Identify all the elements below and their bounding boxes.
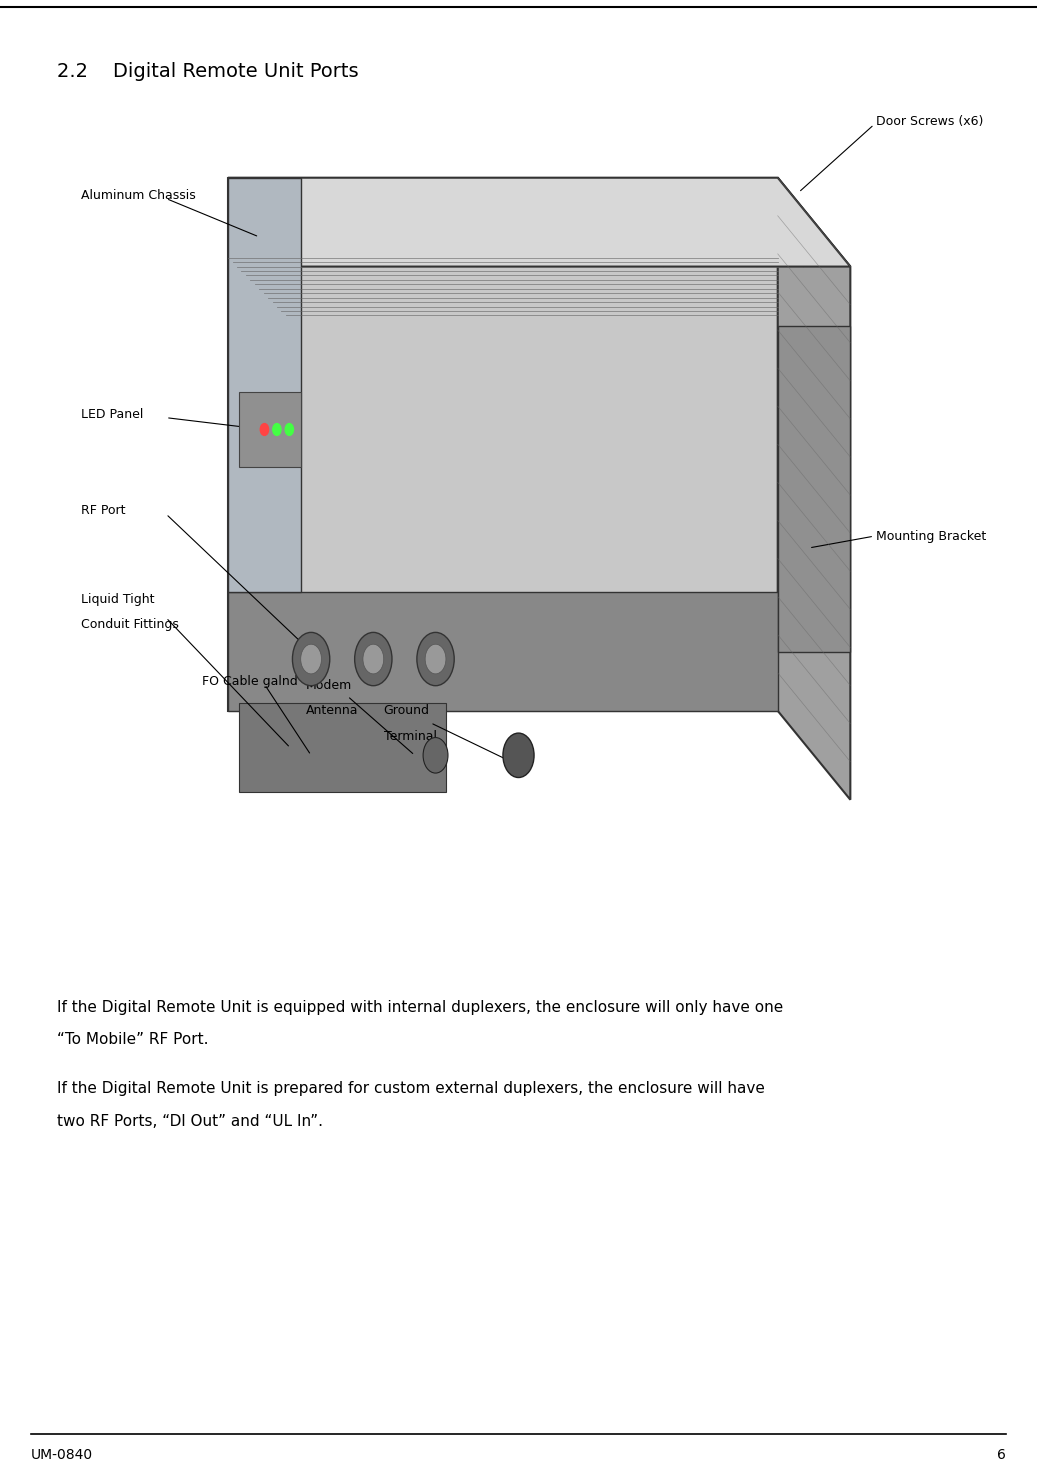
Text: Terminal: Terminal <box>384 730 437 742</box>
Bar <box>228 178 301 592</box>
Bar <box>239 392 301 467</box>
Circle shape <box>285 424 293 435</box>
Circle shape <box>363 644 384 674</box>
Text: RF Port: RF Port <box>81 505 125 517</box>
Bar <box>778 326 850 652</box>
Text: Door Screws (x6): Door Screws (x6) <box>876 116 984 127</box>
Circle shape <box>260 424 269 435</box>
Text: two RF Ports, “Dl Out” and “UL In”.: two RF Ports, “Dl Out” and “UL In”. <box>57 1114 324 1129</box>
Bar <box>239 703 446 792</box>
Circle shape <box>425 644 446 674</box>
Circle shape <box>423 738 448 773</box>
Polygon shape <box>228 178 778 711</box>
Polygon shape <box>778 178 850 800</box>
Circle shape <box>417 632 454 686</box>
Text: UM-0840: UM-0840 <box>31 1448 93 1462</box>
Text: Ground: Ground <box>384 705 429 717</box>
Circle shape <box>273 424 281 435</box>
Circle shape <box>355 632 392 686</box>
Text: Conduit Fittings: Conduit Fittings <box>81 619 178 631</box>
Text: Aluminum Chassis: Aluminum Chassis <box>81 190 196 201</box>
Text: Antenna: Antenna <box>306 705 359 717</box>
Text: If the Digital Remote Unit is equipped with internal duplexers, the enclosure wi: If the Digital Remote Unit is equipped w… <box>57 1000 783 1014</box>
Text: “To Mobile” RF Port.: “To Mobile” RF Port. <box>57 1032 208 1047</box>
Bar <box>228 592 778 711</box>
Text: Liquid Tight: Liquid Tight <box>81 594 155 606</box>
Text: FO Cable galnd: FO Cable galnd <box>202 675 298 687</box>
Circle shape <box>503 733 534 778</box>
Bar <box>52 104 964 918</box>
Polygon shape <box>228 178 850 267</box>
Text: Modem: Modem <box>306 680 353 692</box>
Circle shape <box>292 632 330 686</box>
Text: If the Digital Remote Unit is prepared for custom external duplexers, the enclos: If the Digital Remote Unit is prepared f… <box>57 1081 765 1096</box>
Text: Mounting Bracket: Mounting Bracket <box>876 530 986 542</box>
Polygon shape <box>228 178 850 267</box>
Text: 2.2    Digital Remote Unit Ports: 2.2 Digital Remote Unit Ports <box>57 62 359 81</box>
Circle shape <box>301 644 321 674</box>
Text: 6: 6 <box>997 1448 1006 1462</box>
Text: LED Panel: LED Panel <box>81 409 143 421</box>
